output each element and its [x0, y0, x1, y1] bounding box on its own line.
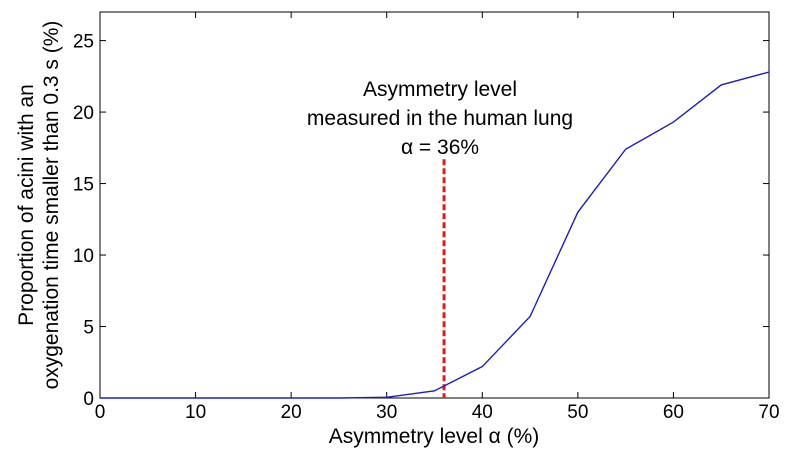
y-tick-label: 15	[73, 175, 94, 196]
y-tick-label: 5	[83, 318, 94, 339]
y-tick-label: 25	[73, 32, 94, 53]
y-axis-title-line-1: Proportion of acini with an	[15, 84, 38, 326]
y-tick-label: 0	[83, 389, 94, 410]
x-tick-label: 30	[376, 402, 397, 423]
x-axis-title: Asymmetry level α (%)	[329, 425, 540, 448]
x-tick-label: 70	[758, 402, 779, 423]
annotation-text-line-2: measured in the human lung	[307, 107, 573, 130]
y-tick-label: 10	[73, 246, 94, 267]
x-axis-ticks: 0 10 20 30 40 50 60 70	[95, 12, 780, 423]
annotation-text-line-1: Asymmetry level	[363, 78, 517, 101]
x-tick-label: 40	[472, 402, 493, 423]
y-axis-title-line-2: oxygenation time smaller than 0.3 s (%)	[40, 21, 63, 390]
y-axis-ticks: 0 5 10 15 20 25	[73, 32, 769, 410]
x-tick-label: 10	[185, 402, 206, 423]
series-line	[100, 71, 770, 399]
x-tick-label: 60	[663, 402, 684, 423]
x-tick-label: 20	[281, 402, 302, 423]
annotation: Asymmetry level measured in the human lu…	[307, 78, 573, 398]
y-tick-label: 20	[73, 103, 94, 124]
x-tick-label: 50	[567, 402, 588, 423]
x-tick-label: 0	[95, 402, 106, 423]
plot-area	[99, 11, 770, 399]
annotation-text-line-3: α = 36%	[401, 136, 479, 159]
